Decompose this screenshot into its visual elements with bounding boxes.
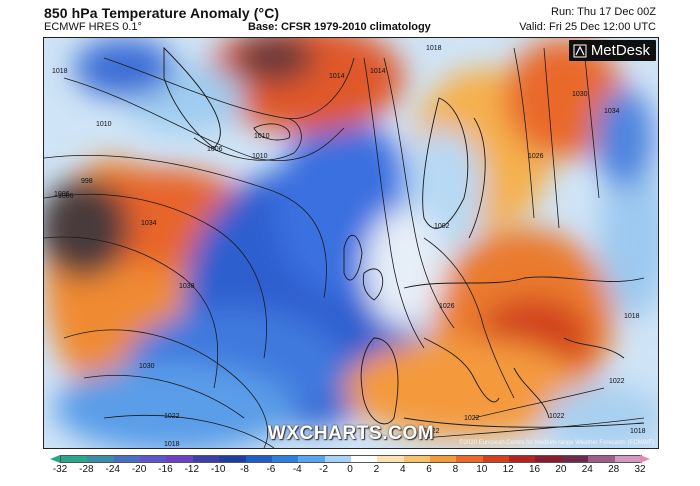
colorbar-swatch bbox=[271, 456, 299, 462]
metdesk-logo: MetDesk bbox=[568, 40, 656, 61]
chart-title: 850 hPa Temperature Anomaly (°C) bbox=[44, 5, 280, 21]
isobar-label: 1018 bbox=[164, 441, 180, 448]
colorbar-tick-label: -12 bbox=[184, 464, 200, 475]
chart-header: 850 hPa Temperature Anomaly (°C) ECMWF H… bbox=[0, 0, 700, 38]
isobar-label: 1010 bbox=[254, 133, 270, 140]
isobar-label: 998 bbox=[81, 178, 93, 185]
isobar-label: 1022 bbox=[424, 428, 440, 435]
metdesk-logo-text: MetDesk bbox=[590, 42, 650, 59]
colorbar-swatch bbox=[588, 456, 615, 462]
colorbar-tick-label: 10 bbox=[476, 464, 488, 475]
colorbar-tick-label: 16 bbox=[528, 464, 541, 475]
colorbar-swatch bbox=[140, 456, 167, 462]
isobar-label: 1002 bbox=[434, 223, 450, 230]
colorbar-swatch bbox=[192, 456, 220, 462]
colorbar: -32 -28 -24 -20 -16 -12 -10 -8 -6 -4 -2 0 2 4 6 8 10 12 16… bbox=[50, 455, 650, 481]
isobars bbox=[44, 47, 645, 448]
colorbar-swatch bbox=[482, 456, 510, 462]
colorbar-tick-label: -10 bbox=[210, 464, 226, 475]
valid-time-label: Valid: Fri 25 Dec 12:00 UTC bbox=[519, 21, 656, 33]
colorbar-swatch bbox=[245, 456, 272, 462]
isobar-label: 1018 bbox=[52, 68, 68, 75]
wxcharts-watermark: WXCHARTS.COM bbox=[267, 423, 435, 444]
map-canvas: 1018 1022 1018 1014 1014 1010 1010 1006 … bbox=[44, 38, 658, 448]
isobar-label: 1022 bbox=[464, 415, 480, 422]
colorbar-tick-label: -24 bbox=[105, 464, 120, 475]
colorbar-tick-label: 28 bbox=[608, 464, 620, 475]
isobar-label: 1030 bbox=[572, 91, 588, 98]
colorbar-swatch bbox=[535, 456, 562, 462]
isobar-label: 1006 bbox=[58, 193, 74, 200]
colorbar-gradient bbox=[60, 455, 642, 463]
isobar-label: 1018 bbox=[426, 45, 442, 52]
coastlines bbox=[163, 46, 645, 428]
colorbar-swatch bbox=[113, 456, 141, 462]
colorbar-tick-label: 0 bbox=[347, 464, 353, 475]
colorbar-tick-label: 20 bbox=[555, 464, 567, 475]
colorbar-tick-label: -2 bbox=[319, 464, 329, 475]
colorbar-swatch bbox=[430, 456, 457, 462]
colorbar-tick-label: -32 bbox=[52, 464, 68, 475]
colorbar-ticks: -32 -28 -24 -20 -16 -12 -10 -8 -6 -4 -2 0 2 4 6 8 10 12 16… bbox=[53, 464, 646, 478]
colorbar-tick-label: -20 bbox=[131, 464, 147, 475]
isobar-label: 1034 bbox=[604, 108, 620, 115]
colorbar-tick-label: -4 bbox=[292, 464, 302, 475]
isobar-label: 1022 bbox=[549, 413, 565, 420]
isobar-label: 1006 bbox=[54, 191, 70, 198]
isobar-label: 1022 bbox=[164, 413, 180, 420]
colorbar-tick-label: 32 bbox=[634, 464, 646, 475]
colorbar-tick-label: 4 bbox=[399, 464, 406, 475]
colorbar-swatch bbox=[298, 456, 325, 462]
isobar-label: 1014 bbox=[370, 68, 386, 75]
colorbar-tick-label: -28 bbox=[79, 464, 94, 475]
isobar-label: 1014 bbox=[329, 73, 345, 80]
colorbar-tick-label: 6 bbox=[426, 464, 432, 475]
colorbar-swatch bbox=[403, 456, 431, 462]
colorbar-max-arrow bbox=[640, 455, 650, 463]
colorbar-swatch bbox=[350, 456, 378, 462]
anomaly-field bbox=[44, 38, 658, 448]
isobar-label: 1034 bbox=[141, 220, 157, 227]
isobar-label: 1010 bbox=[252, 153, 268, 160]
isobar-label: 1010 bbox=[96, 121, 112, 128]
colorbar-tick-label: 2 bbox=[373, 464, 380, 475]
isobar-label: 1030 bbox=[139, 363, 155, 370]
colorbar-tick-label: -16 bbox=[158, 464, 173, 475]
anomaly-map: 1018 1022 1018 1014 1014 1010 1010 1006 … bbox=[43, 37, 659, 449]
isobar-label: 1026 bbox=[528, 153, 544, 160]
metdesk-logo-icon bbox=[573, 44, 587, 57]
isobar-label: 1018 bbox=[630, 428, 646, 435]
colorbar-swatch bbox=[219, 456, 246, 462]
colorbar-tick-label: 12 bbox=[502, 464, 514, 475]
model-label: ECMWF HRES 0.1° bbox=[44, 21, 142, 33]
colorbar-tick-label: -8 bbox=[240, 464, 249, 475]
run-time-label: Run: Thu 17 Dec 00Z bbox=[551, 6, 656, 18]
colorbar-min-arrow bbox=[50, 455, 60, 463]
isobar-labels: 1018 1022 1018 1014 1014 1010 1010 1006 … bbox=[52, 45, 646, 448]
isobar-label: 1038 bbox=[179, 283, 195, 290]
colorbar-swatch bbox=[324, 456, 351, 462]
colorbar-tick-label: 8 bbox=[452, 464, 459, 475]
colorbar-swatch bbox=[377, 456, 404, 462]
isobar-label: 1006 bbox=[207, 146, 223, 153]
colorbar-swatch bbox=[561, 456, 589, 462]
colorbar-tick-label: -6 bbox=[266, 464, 276, 475]
colorbar-swatch bbox=[456, 456, 483, 462]
isobar-label: 1018 bbox=[624, 313, 640, 320]
isobar-label: 1026 bbox=[439, 303, 455, 310]
colorbar-swatch bbox=[61, 456, 88, 462]
isobar-label: 1022 bbox=[609, 378, 625, 385]
colorbar-swatch bbox=[614, 456, 641, 462]
colorbar-tick-label: 24 bbox=[581, 464, 593, 475]
colorbar-swatch bbox=[509, 456, 536, 462]
copyright-notice: ©2020 European Centre for Medium-range W… bbox=[459, 440, 654, 446]
base-climatology-label: Base: CFSR 1979-2010 climatology bbox=[248, 21, 431, 33]
colorbar-swatch bbox=[166, 456, 193, 462]
colorbar-swatch bbox=[87, 456, 114, 462]
